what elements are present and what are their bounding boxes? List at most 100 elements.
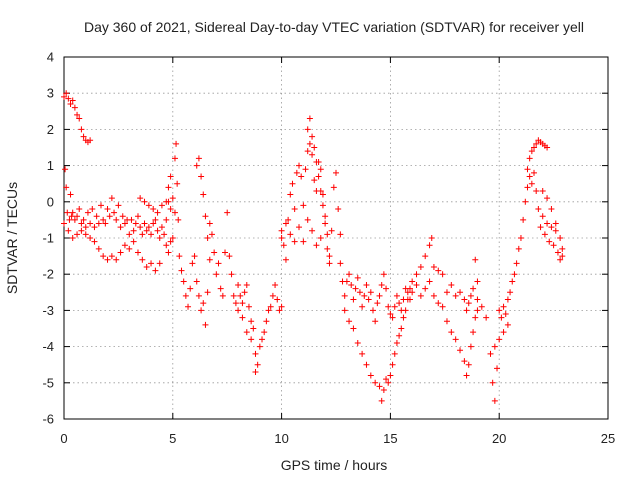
data-point <box>467 292 474 299</box>
data-point <box>263 318 270 325</box>
data-point <box>117 249 124 256</box>
data-point <box>457 347 464 354</box>
data-point <box>132 220 139 227</box>
x-tick-label: 5 <box>169 431 176 446</box>
data-point <box>317 166 324 173</box>
data-point <box>95 245 102 252</box>
data-point <box>204 289 211 296</box>
data-point <box>356 289 363 296</box>
data-point <box>435 300 442 307</box>
data-point <box>228 271 235 278</box>
data-point <box>126 245 133 252</box>
data-point <box>428 235 435 241</box>
data-point <box>282 256 289 263</box>
data-point <box>550 242 557 249</box>
data-point <box>173 140 180 147</box>
data-point <box>145 202 152 209</box>
data-point <box>483 314 490 321</box>
data-point <box>272 282 279 289</box>
data-point <box>163 242 170 249</box>
data-point <box>422 253 429 260</box>
data-point <box>113 256 120 263</box>
data-point <box>413 271 420 278</box>
data-point <box>472 314 479 321</box>
data-point <box>250 325 257 332</box>
data-point <box>121 242 128 249</box>
y-tick-label: 0 <box>47 194 54 209</box>
data-point <box>176 253 183 260</box>
data-point <box>439 271 446 278</box>
data-point <box>304 148 311 155</box>
data-point <box>300 238 307 245</box>
data-point <box>115 202 122 209</box>
y-tick-label: -4 <box>42 339 54 354</box>
data-point <box>141 198 148 205</box>
data-point <box>65 95 72 102</box>
data-point <box>143 263 150 270</box>
data-point <box>78 126 85 133</box>
data-point <box>500 303 507 310</box>
data-point <box>526 155 533 162</box>
data-point <box>333 169 339 176</box>
data-point <box>254 361 261 368</box>
data-point <box>76 206 83 213</box>
data-point <box>346 271 353 278</box>
data-point <box>552 227 559 234</box>
data-point <box>134 249 141 256</box>
data-point <box>524 166 531 173</box>
data-point <box>282 220 289 227</box>
data-point <box>472 256 479 263</box>
y-tick-label: -5 <box>42 375 54 390</box>
data-point <box>208 231 215 238</box>
data-point <box>200 300 207 307</box>
data-point <box>148 260 155 267</box>
data-point <box>235 282 242 289</box>
data-point <box>337 260 344 267</box>
data-point <box>348 282 355 289</box>
data-point <box>139 231 146 238</box>
data-point <box>145 224 152 231</box>
data-point <box>535 206 542 213</box>
data-point <box>291 206 298 213</box>
data-point <box>526 173 533 180</box>
data-point <box>317 235 324 241</box>
data-point <box>87 235 94 241</box>
data-point <box>235 307 242 314</box>
data-point <box>391 350 398 357</box>
data-point <box>365 296 372 303</box>
data-point <box>91 238 98 245</box>
data-point <box>387 311 394 318</box>
data-point <box>293 169 300 176</box>
data-point <box>461 296 468 303</box>
data-point <box>285 216 292 223</box>
data-point <box>68 213 75 220</box>
data-point <box>380 271 387 278</box>
data-point <box>383 285 390 292</box>
data-point <box>178 267 185 274</box>
data-point <box>383 376 390 383</box>
data-point <box>158 202 165 209</box>
data-point <box>389 361 396 368</box>
data-point <box>193 278 200 285</box>
data-point <box>169 195 176 202</box>
data-point <box>95 220 102 227</box>
data-point <box>378 282 385 289</box>
data-point <box>161 231 168 238</box>
data-point <box>154 209 161 216</box>
data-point <box>187 285 194 292</box>
data-point <box>385 379 392 386</box>
data-point <box>461 358 468 365</box>
data-point <box>309 133 316 140</box>
data-point <box>84 209 91 216</box>
data-point <box>402 307 409 314</box>
data-point <box>174 180 181 187</box>
data-point <box>150 220 157 227</box>
y-tick-label: 3 <box>47 86 54 101</box>
data-point <box>511 271 518 278</box>
data-point <box>326 253 333 260</box>
data-point <box>206 220 213 227</box>
data-point <box>319 191 326 198</box>
data-point <box>91 224 98 231</box>
data-point <box>309 227 316 234</box>
